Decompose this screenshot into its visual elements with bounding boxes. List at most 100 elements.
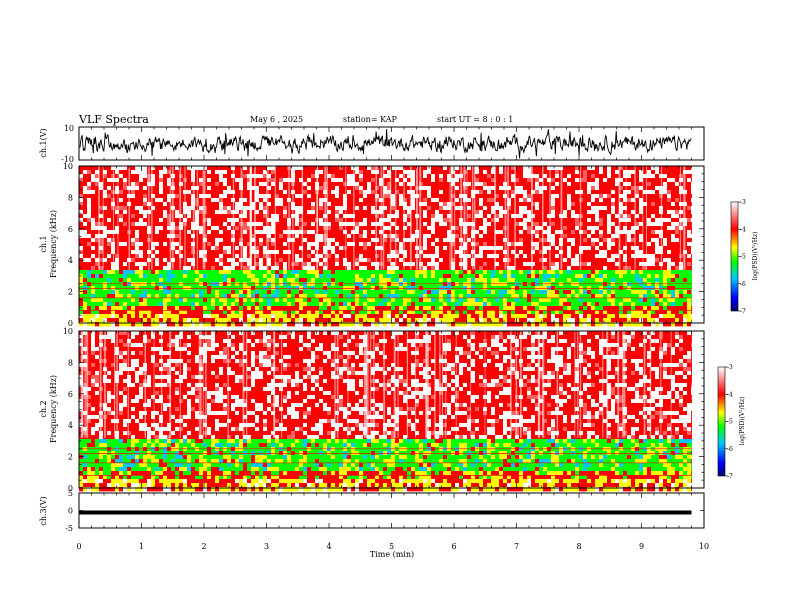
spec-cell (151, 294, 156, 299)
spec-cell (391, 210, 396, 215)
spec-cell (299, 222, 304, 227)
spec-cell (263, 206, 268, 211)
spec-cell (391, 170, 396, 175)
spec-cell (91, 186, 96, 191)
spec-cell (255, 254, 260, 259)
spec-cell (291, 282, 296, 287)
spec-cell (331, 294, 336, 299)
spec-cell (123, 310, 128, 315)
spec-cell (155, 318, 160, 323)
spec-cell (187, 250, 192, 255)
spec-cell (231, 270, 236, 275)
spec-cell (467, 270, 472, 275)
spec-cell (303, 190, 308, 195)
spec-cell (119, 302, 124, 307)
spec-cell (155, 226, 160, 231)
spec-cell (115, 170, 120, 175)
spec-cell (267, 226, 272, 231)
spec-cell (115, 210, 120, 215)
spec-cell (119, 202, 124, 207)
spec-cell (99, 166, 104, 171)
spec-cell (511, 250, 516, 255)
spec-cell (307, 266, 312, 271)
spec-cell (243, 214, 248, 219)
spec-cell (251, 198, 256, 203)
spec-cell (363, 294, 368, 299)
spec-cell (347, 290, 352, 295)
spec-cell (283, 282, 288, 287)
spec-cell (523, 202, 528, 207)
spec-cell (491, 266, 496, 271)
spec-cell (187, 274, 192, 279)
spec-cell (195, 306, 200, 311)
spec-cell (135, 178, 140, 183)
spec-cell (331, 182, 336, 187)
spec-cell (471, 230, 476, 235)
spec-cell (95, 170, 100, 175)
spec-cell (123, 282, 128, 287)
spec-cell (375, 250, 380, 255)
spec-cell (495, 238, 500, 243)
spec-cell (79, 278, 84, 283)
spec-cell (207, 246, 212, 251)
spec-cell (251, 218, 256, 223)
spec-cell (227, 266, 232, 271)
spec-cell (131, 194, 136, 199)
spec-cell (387, 170, 392, 175)
spec-cell (103, 226, 108, 231)
spec-cell (491, 230, 496, 235)
spec-cell (83, 314, 88, 319)
spec-cell (483, 314, 488, 319)
spec-cell (79, 298, 84, 303)
spec-cell (307, 310, 312, 315)
spec-cell (539, 182, 544, 187)
spec-cell (283, 322, 288, 327)
spec-cell (471, 222, 476, 227)
spec-cell (279, 310, 284, 315)
spec-cell (451, 254, 456, 259)
spec-cell (143, 294, 148, 299)
spec-cell (543, 202, 548, 207)
spec-cell (271, 170, 276, 175)
spec-cell (255, 322, 260, 327)
spec-cell (471, 214, 476, 219)
spec-cell (267, 170, 272, 175)
spec-cell (223, 266, 228, 271)
spec-cell (491, 306, 496, 311)
spec-cell (455, 166, 460, 171)
spec-cell (287, 318, 292, 323)
spec-cell (147, 302, 152, 307)
spec-cell (167, 198, 172, 203)
spec-cell (343, 174, 348, 179)
spec-cell (403, 194, 408, 199)
spec-cell (143, 202, 148, 207)
spec-cell (403, 274, 408, 279)
spec-cell (359, 234, 364, 239)
spec-cell (83, 170, 88, 175)
spec-cell (151, 206, 156, 211)
spec-cell (103, 202, 108, 207)
spec-cell (335, 238, 340, 243)
spec-cell (227, 246, 232, 251)
spec-cell (207, 306, 212, 311)
spec-cell (103, 182, 108, 187)
spec-cell (403, 246, 408, 251)
spec-cell (259, 210, 264, 215)
spec-cell (179, 274, 184, 279)
spec-cell (339, 218, 344, 223)
spec-cell (467, 238, 472, 243)
spec-cell (415, 306, 420, 311)
spec-cell (231, 278, 236, 283)
spec-cell (87, 258, 92, 263)
spec-cell (215, 250, 220, 255)
spec-cell (287, 282, 292, 287)
spec-cell (535, 250, 540, 255)
spec-cell (355, 314, 360, 319)
spec-cell (211, 194, 216, 199)
spec-cell (227, 174, 232, 179)
spec-cell (355, 266, 360, 271)
spec-cell (283, 254, 288, 259)
spec-cell (475, 282, 480, 287)
spec-cell (139, 266, 144, 271)
spec-cell (335, 234, 340, 239)
